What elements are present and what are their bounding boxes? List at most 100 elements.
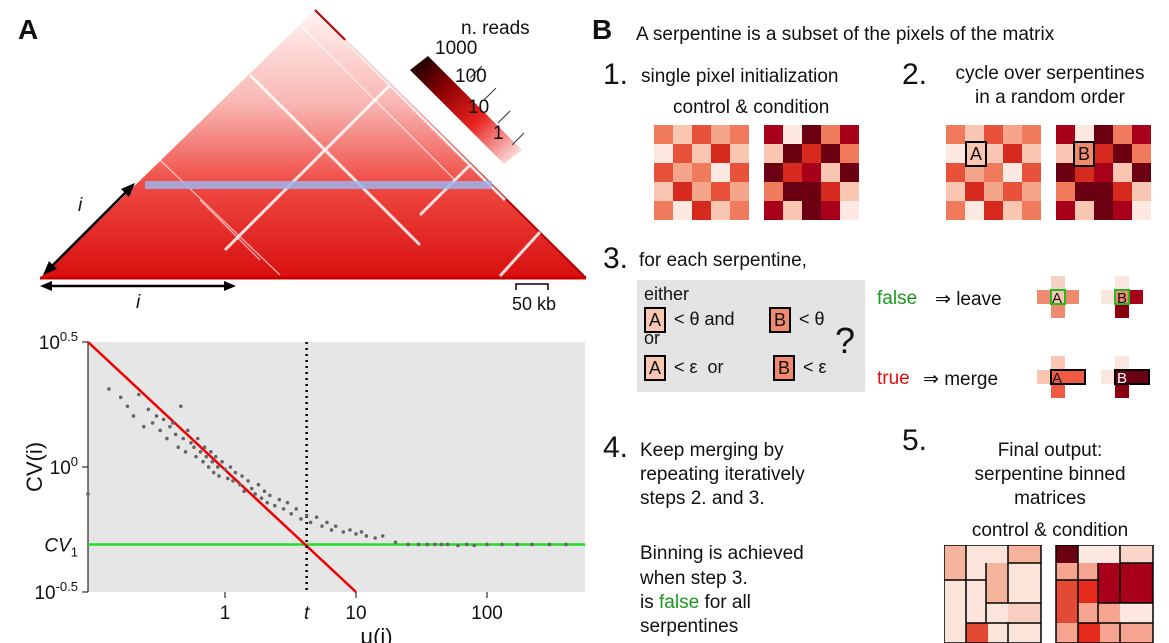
data-point: [211, 470, 216, 475]
colorbar-legend: [410, 56, 522, 164]
matrix-pixel: [764, 182, 783, 201]
cond-question-mark: ?: [835, 320, 856, 361]
matrix-pixel: [1056, 182, 1075, 201]
matrix-pixel: [783, 125, 802, 144]
matrix-pixel: [730, 182, 749, 201]
matrix-pixel: [1022, 144, 1041, 163]
data-point: [393, 540, 398, 545]
data-point: [238, 482, 242, 487]
legend-tick-10: 10: [468, 97, 490, 118]
cond-line2-b: B: [773, 355, 796, 381]
data-point: [380, 534, 385, 538]
cond-line1-op1: < θ and: [674, 309, 735, 329]
data-point: [547, 542, 552, 547]
true-label-a: A: [1052, 370, 1063, 387]
matrix-pixel: [840, 182, 859, 201]
step4-line3: steps 2. and 3.: [640, 488, 765, 509]
data-point: [456, 543, 460, 548]
data-point: [472, 543, 477, 548]
data-point: [173, 432, 178, 437]
step3-condition-box: [637, 280, 865, 392]
data-point: [171, 421, 175, 425]
step1-subtitle: control & condition: [673, 97, 830, 118]
data-point: [406, 542, 410, 547]
matrix-pixel: [764, 201, 783, 220]
cond-line1-b: B: [769, 307, 792, 333]
step3-number: 3.: [603, 242, 629, 275]
matrix-pixel: [654, 201, 673, 220]
matrix-pixel: [946, 182, 965, 201]
step1-matrix-condition: [764, 125, 859, 225]
data-point: [240, 474, 244, 478]
cv1-label: CV1: [44, 535, 78, 559]
matrix-pixel: [1075, 163, 1094, 182]
matrix-pixel: [730, 144, 749, 163]
matrix-pixel: [783, 144, 802, 163]
data-point: [325, 520, 329, 525]
true-word: true: [877, 368, 910, 389]
matrix-pixel: [654, 163, 673, 182]
data-point: [165, 436, 169, 441]
matrix-pixel: [840, 144, 859, 163]
matrix-pixel: [946, 201, 965, 220]
data-point: [416, 542, 421, 547]
threshold-label: t: [304, 603, 310, 624]
matrix-pixel: [984, 201, 1003, 220]
step5-line3: matrices: [1014, 488, 1086, 509]
data-point: [445, 542, 450, 547]
data-point: [202, 445, 207, 450]
matrix-pixel: [1094, 144, 1113, 163]
cond-either: either: [644, 284, 690, 304]
matrix-pixel: [692, 201, 711, 220]
matrix-pixel: [1132, 144, 1151, 163]
matrix-pixel: [764, 125, 783, 144]
matrix-pixel: [692, 182, 711, 201]
data-point: [256, 482, 261, 487]
step5-line1: Final output:: [997, 440, 1103, 461]
matrix-pixel: [1132, 125, 1151, 144]
data-point: [464, 542, 469, 547]
matrix-pixel: [1075, 201, 1094, 220]
matrix-pixel: [730, 201, 749, 220]
true-label-b: B: [1117, 370, 1128, 387]
legend-tick-1: 1: [493, 123, 504, 144]
step2-pixel-b: B: [1073, 141, 1096, 167]
matrix-pixel: [1132, 163, 1151, 182]
binning-for-all: for all: [704, 592, 751, 613]
matrix-pixel: [965, 163, 984, 182]
data-point: [194, 454, 198, 459]
step5-final-matrices: [944, 545, 1154, 643]
matrix-pixel: [1003, 144, 1022, 163]
x-tick-label: 1: [220, 603, 231, 624]
data-point: [223, 467, 227, 471]
data-point: [277, 497, 282, 502]
matrix-pixel: [984, 144, 1003, 163]
false-label-b: B: [1117, 290, 1128, 307]
legend-tick-100: 100: [455, 66, 487, 87]
matrix-pixel: [654, 182, 673, 201]
panel-letter-a: A: [18, 14, 39, 45]
axis-label-i-diagonal: i: [78, 195, 83, 216]
binning-line1: Binning is achieved: [640, 543, 804, 564]
data-point: [333, 524, 338, 528]
matrix-pixel: [1094, 201, 1113, 220]
data-point: [348, 528, 352, 532]
data-point: [268, 493, 272, 498]
matrix-pixel: [764, 144, 783, 163]
cond-line2-a: A: [644, 355, 667, 381]
data-point: [206, 465, 211, 469]
data-point: [209, 450, 213, 454]
matrix-pixel: [730, 125, 749, 144]
step4-line1: Keep merging by: [640, 440, 784, 461]
matrix-pixel: [711, 125, 730, 144]
data-point: [181, 436, 186, 441]
matrix-pixel: [965, 125, 984, 144]
data-point: [137, 392, 141, 397]
data-point: [150, 421, 155, 425]
matrix-pixel: [965, 201, 984, 220]
matrix-pixel: [673, 201, 692, 220]
matrix-pixel: [673, 163, 692, 182]
y-tick-label: 100.5: [39, 330, 78, 354]
matrix-pixel: [821, 201, 840, 220]
data-point: [233, 470, 238, 475]
